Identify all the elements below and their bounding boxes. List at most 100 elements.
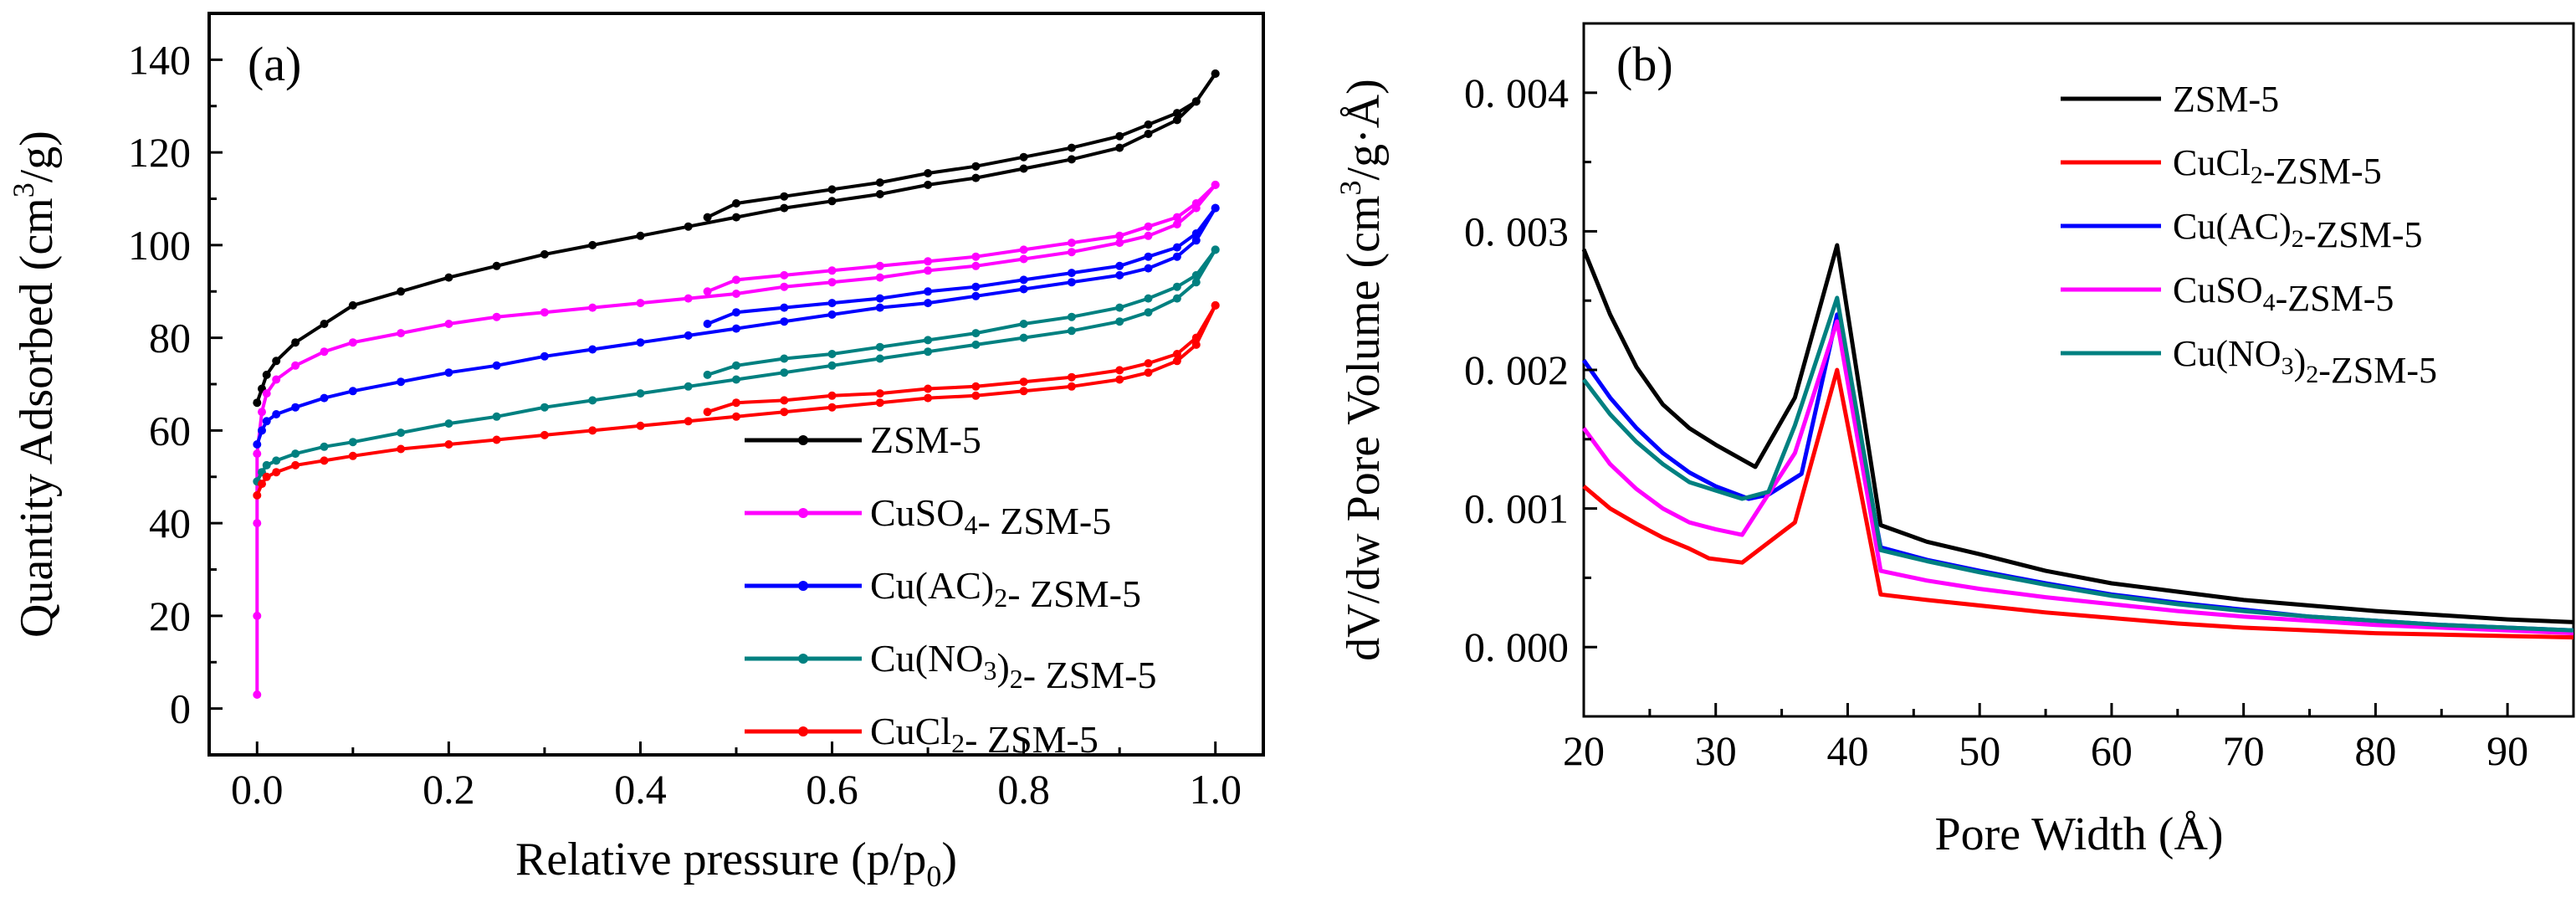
a-data-point — [780, 368, 789, 377]
a-data-point — [492, 435, 501, 444]
b-x-tick-label: 40 — [1826, 727, 1868, 774]
a-data-point — [272, 375, 281, 384]
a-data-point — [1115, 261, 1124, 270]
b-legend-label: Cu(NO3)2-ZSM-5 — [2173, 333, 2437, 391]
a-data-point — [924, 336, 933, 345]
a-data-point — [636, 338, 645, 347]
a-data-point — [1144, 368, 1153, 377]
panel-b-x-axis-label: Pore Width (Å) — [1934, 808, 2223, 860]
a-data-point — [971, 162, 981, 171]
a-data-point — [636, 421, 645, 430]
a-data-point — [291, 449, 300, 459]
a-x-tick-label: 0.6 — [806, 766, 858, 813]
a-data-point — [827, 361, 837, 370]
panel-a-x-axis-label: Relative pressure (p/p0) — [515, 834, 957, 893]
a-legend-label: ZSM-5 — [870, 418, 981, 461]
a-data-point — [827, 310, 837, 319]
a-data-point — [924, 393, 933, 403]
a-data-point — [636, 389, 645, 398]
a-data-point — [684, 382, 693, 391]
a-data-point — [827, 403, 837, 412]
a-data-point — [588, 426, 597, 435]
a-data-point — [1067, 312, 1076, 321]
a-data-point — [827, 197, 837, 206]
a-data-point — [1115, 270, 1124, 280]
a-data-point — [924, 299, 933, 308]
a-data-point — [1067, 382, 1076, 391]
a-data-point — [492, 312, 501, 321]
a-data-point — [780, 396, 789, 405]
a-data-point — [636, 299, 645, 308]
a-data-point — [732, 308, 740, 317]
a-data-point — [827, 391, 837, 400]
a-data-point — [636, 231, 645, 240]
panel-b-series — [1581, 243, 2574, 640]
a-data-point — [1019, 377, 1028, 387]
a-data-point — [924, 347, 933, 357]
a-data-point — [703, 320, 712, 328]
a-data-point — [253, 449, 262, 459]
a-legend-marker — [798, 654, 808, 664]
a-legend-marker — [798, 726, 808, 736]
a-data-point — [1067, 155, 1076, 164]
a-data-point — [291, 361, 300, 370]
a-data-point — [348, 451, 357, 460]
a-data-point — [703, 213, 712, 222]
a-legend-label: CuSO4- ZSM-5 — [870, 491, 1111, 542]
a-data-point — [291, 403, 300, 412]
a-data-point — [253, 519, 262, 528]
a-data-point — [444, 368, 453, 377]
a-data-point — [732, 375, 740, 384]
a-data-point — [1115, 366, 1124, 375]
a-data-point — [1019, 152, 1028, 162]
a-data-point — [1144, 222, 1153, 231]
a-x-tick-label: 0.2 — [423, 766, 475, 813]
a-data-point — [732, 213, 740, 222]
b-legend-label: ZSM-5 — [2173, 79, 2279, 120]
a-data-point — [875, 398, 884, 408]
a-series-cuso4-zsm-5 — [253, 180, 1220, 699]
a-desorption-line — [706, 183, 1217, 294]
a-data-point — [540, 403, 549, 412]
a-data-point — [780, 354, 789, 363]
a-data-point — [320, 320, 329, 328]
a-data-point — [262, 417, 271, 426]
a-data-point — [1172, 282, 1181, 291]
a-adsorption-line — [255, 72, 1217, 403]
a-data-point — [397, 377, 406, 387]
a-adsorption-line — [255, 183, 1217, 695]
a-data-point — [540, 249, 549, 259]
a-y-tick-label: 60 — [149, 407, 191, 454]
a-desorption-line — [706, 207, 1217, 326]
a-data-point — [780, 303, 789, 312]
a-data-point — [875, 190, 884, 198]
a-data-point — [1172, 243, 1181, 252]
a-data-point — [684, 417, 693, 426]
panel-a-legend: ZSM-5 CuSO4- ZSM-5 Cu(AC)2- ZSM-5 Cu(NO3)2-… — [745, 418, 1157, 761]
a-data-point — [971, 261, 981, 270]
b-legend-entry-cu-no3-2-zsm-5: Cu(NO3)2-ZSM-5 — [2061, 333, 2437, 391]
a-data-point — [971, 391, 981, 400]
a-data-point — [875, 273, 884, 282]
a-data-point — [444, 440, 453, 449]
panel-b: 20 30 40 50 60 70 80 90 0. 000 0. 001 0. 002 0. 003… — [1334, 22, 2575, 860]
a-data-point — [780, 282, 789, 291]
a-data-point — [262, 370, 271, 379]
a-data-point — [262, 389, 271, 398]
a-data-point — [703, 287, 712, 296]
a-data-point — [971, 329, 981, 338]
b-legend-entry-cuso4-zsm-5: CuSO4-ZSM-5 — [2061, 269, 2394, 319]
a-data-point — [397, 428, 406, 438]
a-x-tick-label: 0.0 — [231, 766, 284, 813]
a-data-point — [827, 185, 837, 194]
a-desorption-line — [706, 249, 1217, 377]
a-data-point — [732, 275, 740, 285]
a-y-tick-label: 40 — [149, 500, 191, 546]
a-legend-label: CuCl2- ZSM-5 — [870, 710, 1099, 761]
a-data-point — [588, 345, 597, 354]
a-data-point — [262, 460, 271, 470]
a-data-point — [1115, 317, 1124, 326]
a-data-point — [1191, 278, 1201, 287]
a-data-point — [540, 430, 549, 439]
